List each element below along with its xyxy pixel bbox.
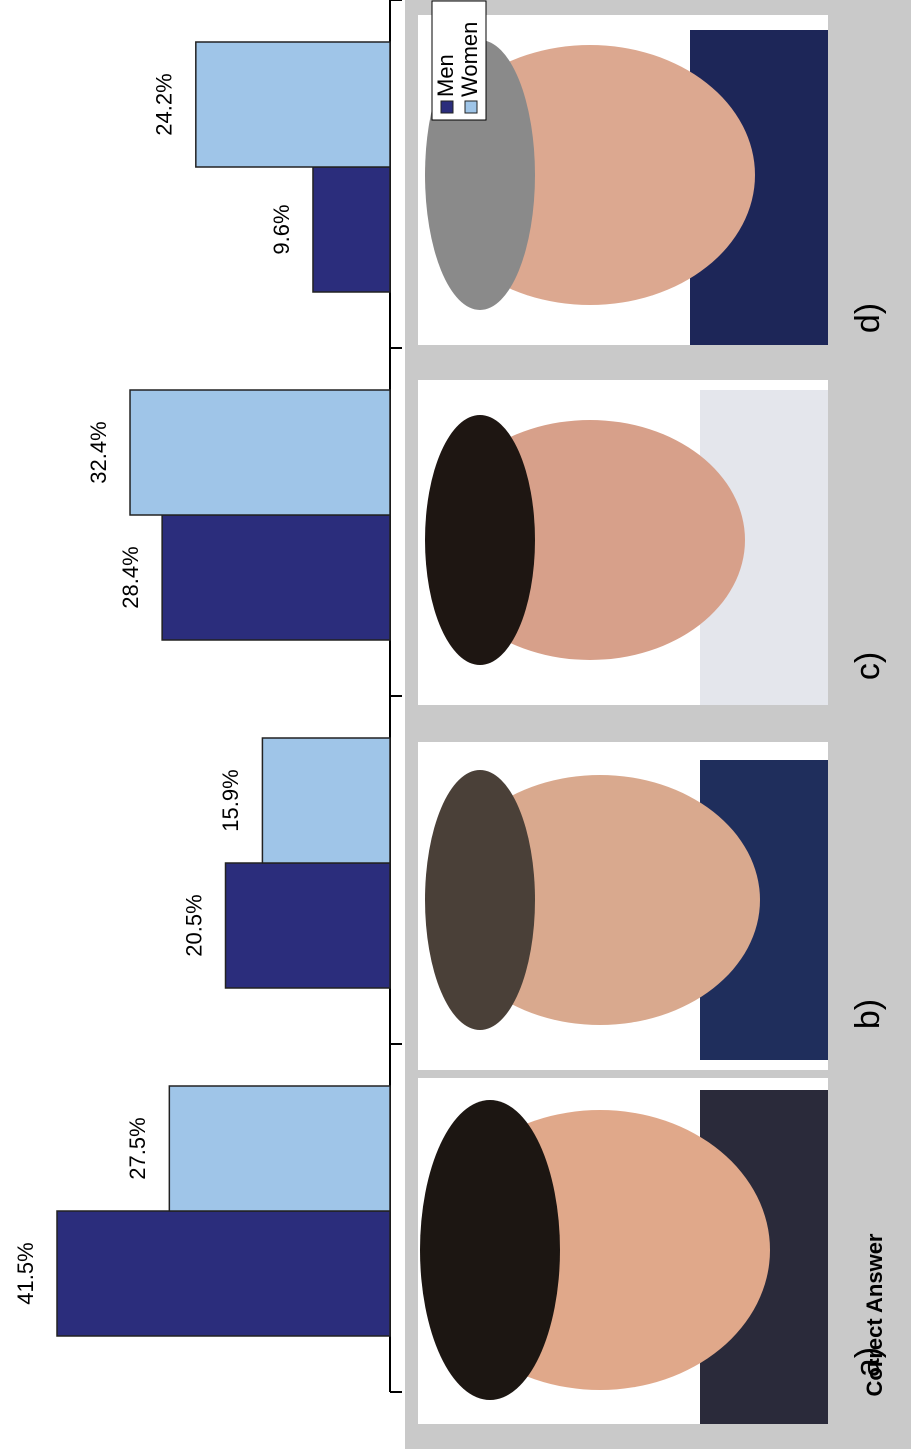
legend-label: Men <box>433 54 458 97</box>
value-label: 20.5% <box>181 894 206 956</box>
bar <box>161 514 391 641</box>
bar <box>129 389 391 516</box>
bar <box>261 737 391 864</box>
photos <box>418 15 828 1424</box>
bar <box>312 166 391 293</box>
annotation: Correct Answer <box>862 1233 887 1396</box>
bar <box>168 1085 391 1212</box>
value-label: 15.9% <box>218 769 243 831</box>
category-label: a) <box>849 1347 887 1377</box>
value-label: 32.4% <box>86 421 111 483</box>
legend-label: Women <box>457 22 482 97</box>
value-label: 27.5% <box>125 1117 150 1179</box>
value-label: 28.4% <box>118 546 143 608</box>
category-label: b) <box>849 999 887 1029</box>
legend-box <box>431 0 487 121</box>
bar <box>224 862 391 989</box>
legend-swatch <box>440 100 454 114</box>
photo-b <box>418 742 828 1070</box>
bar <box>56 1210 391 1337</box>
photo-a <box>418 1078 828 1424</box>
legend-swatch <box>464 100 478 114</box>
photo-c <box>418 380 828 705</box>
category-label: d) <box>849 303 887 333</box>
category-label: c) <box>849 652 887 680</box>
value-label: 9.6% <box>269 204 294 254</box>
value-label: 41.5% <box>13 1242 38 1304</box>
value-label: 24.2% <box>152 73 177 135</box>
bar <box>195 41 391 168</box>
photo-d <box>418 15 828 345</box>
